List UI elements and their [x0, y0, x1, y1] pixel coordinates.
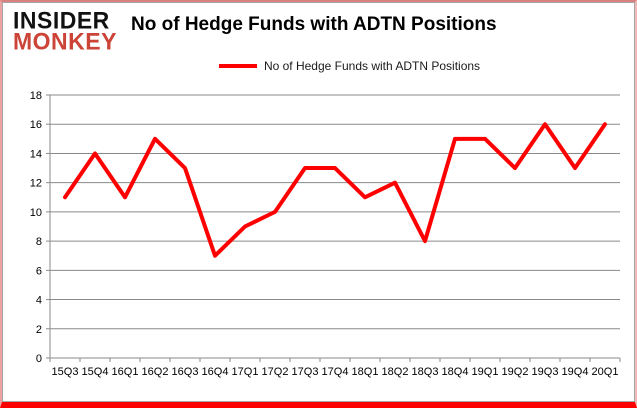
y-tick-label: 8 [36, 236, 42, 248]
x-tick-label: 19Q4 [562, 366, 589, 378]
y-tick-label: 12 [30, 178, 42, 190]
x-tick-label: 16Q1 [112, 366, 139, 378]
x-tick-label: 18Q2 [382, 366, 409, 378]
x-tick-label: 19Q3 [532, 366, 559, 378]
y-tick-label: 6 [36, 265, 42, 277]
chart-inner-border: INSIDER MONKEY No of Hedge Funds with AD… [2, 2, 635, 402]
y-tick-label: 10 [30, 207, 42, 219]
x-tick-label: 15Q4 [82, 366, 109, 378]
legend: No of Hedge Funds with ADTN Positions [3, 59, 634, 73]
x-tick-label: 16Q3 [172, 366, 199, 378]
x-tick-label: 17Q4 [322, 366, 349, 378]
x-tick-label: 15Q3 [52, 366, 79, 378]
y-tick-label: 18 [30, 90, 42, 102]
line-series [63, 122, 607, 258]
logo-text-monkey: MONKEY [13, 27, 117, 55]
x-tick-label: 18Q1 [352, 366, 379, 378]
x-tick-label: 17Q2 [262, 366, 289, 378]
x-tick-label: 20Q1 [592, 366, 619, 378]
x-tick-label: 17Q3 [292, 366, 319, 378]
y-tick-label: 16 [30, 119, 42, 131]
x-tick-label: 18Q4 [442, 366, 469, 378]
y-tick-label: 0 [36, 353, 42, 365]
y-tick-label: 4 [36, 295, 42, 307]
x-tick-label: 16Q2 [142, 366, 169, 378]
x-tick-label: 18Q3 [412, 366, 439, 378]
insider-monkey-logo: INSIDER MONKEY [13, 6, 117, 55]
y-tick-label: 14 [30, 148, 42, 160]
logo-text-insider: INSIDER [13, 6, 110, 34]
x-tick-label: 16Q4 [202, 366, 229, 378]
legend-label: No of Hedge Funds with ADTN Positions [263, 59, 481, 73]
x-tick-label: 19Q2 [502, 366, 529, 378]
x-tick-label: 19Q1 [472, 366, 499, 378]
chart-title: No of Hedge Funds with ADTN Positions [131, 14, 497, 35]
x-tick-label: 17Q1 [232, 366, 259, 378]
legend-line-swatch [218, 64, 257, 68]
y-tick-label: 2 [36, 324, 42, 336]
